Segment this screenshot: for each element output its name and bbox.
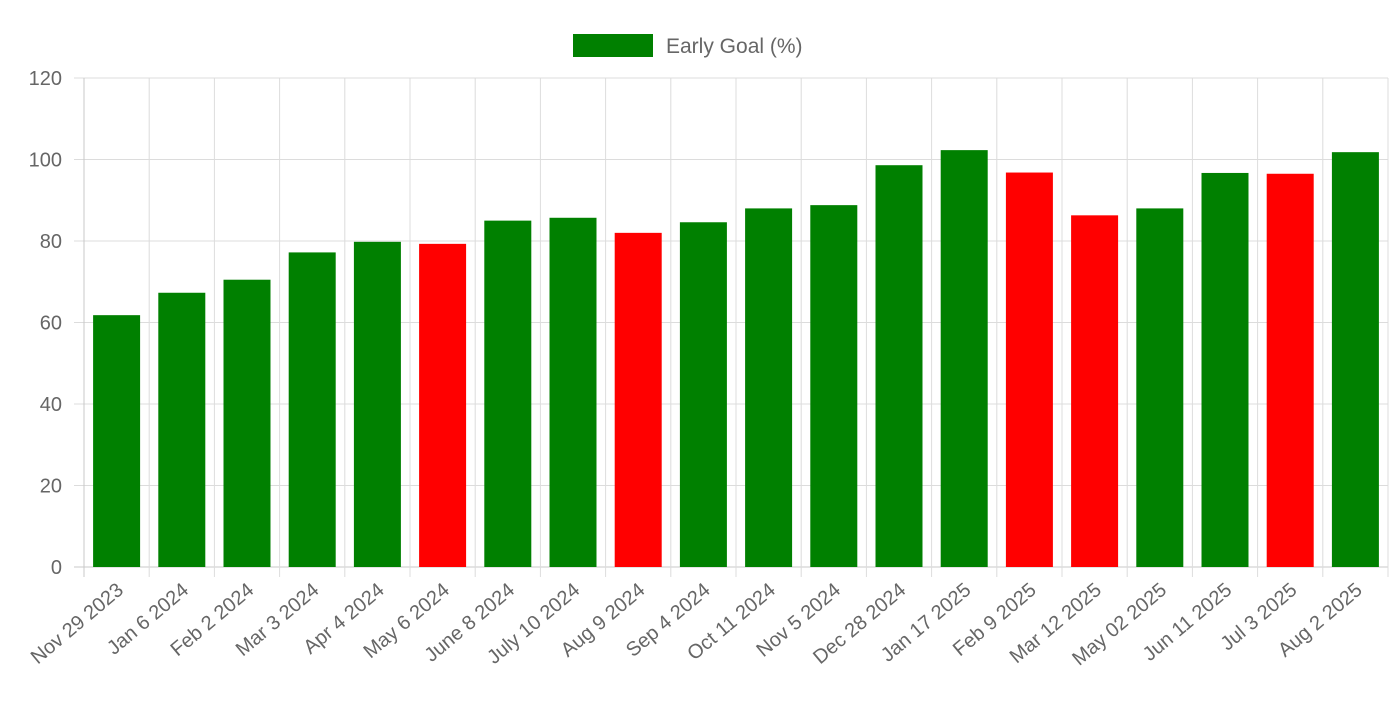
legend-label: Early Goal (%)	[666, 35, 803, 58]
bar-6[interactable]	[484, 220, 532, 567]
bar-10[interactable]	[745, 208, 793, 567]
y-tick-label: 60	[40, 313, 62, 335]
bar-1[interactable]	[158, 292, 206, 567]
bar-13[interactable]	[940, 150, 988, 567]
bar-14[interactable]	[1005, 172, 1053, 568]
legend[interactable]: Early Goal (%)	[573, 34, 803, 58]
y-tick-label: 20	[40, 476, 62, 498]
bar-3[interactable]	[288, 252, 336, 567]
bar-18[interactable]	[1266, 173, 1314, 567]
bars	[93, 150, 1379, 568]
bar-17[interactable]	[1201, 172, 1249, 567]
bar-15[interactable]	[1071, 215, 1119, 567]
bar-8[interactable]	[614, 232, 662, 567]
gridlines	[74, 77, 1389, 577]
bar-9[interactable]	[679, 222, 727, 567]
y-tick-label: 120	[29, 68, 62, 90]
bar-16[interactable]	[1136, 208, 1184, 567]
bar-12[interactable]	[875, 165, 923, 567]
bar-2[interactable]	[223, 279, 271, 567]
bar-7[interactable]	[549, 217, 597, 567]
bar-4[interactable]	[353, 241, 401, 567]
bar-11[interactable]	[810, 205, 858, 567]
y-tick-label: 80	[40, 231, 62, 253]
y-tick-label: 100	[29, 150, 62, 172]
legend-swatch	[573, 34, 653, 57]
y-axis-ticks: 0 20 40 60 80 100 120	[29, 68, 62, 579]
y-tick-label: 0	[51, 557, 62, 579]
bar-0[interactable]	[93, 315, 141, 567]
y-tick-label: 40	[40, 394, 62, 416]
bar-19[interactable]	[1331, 152, 1379, 568]
bar-5[interactable]	[419, 243, 467, 568]
